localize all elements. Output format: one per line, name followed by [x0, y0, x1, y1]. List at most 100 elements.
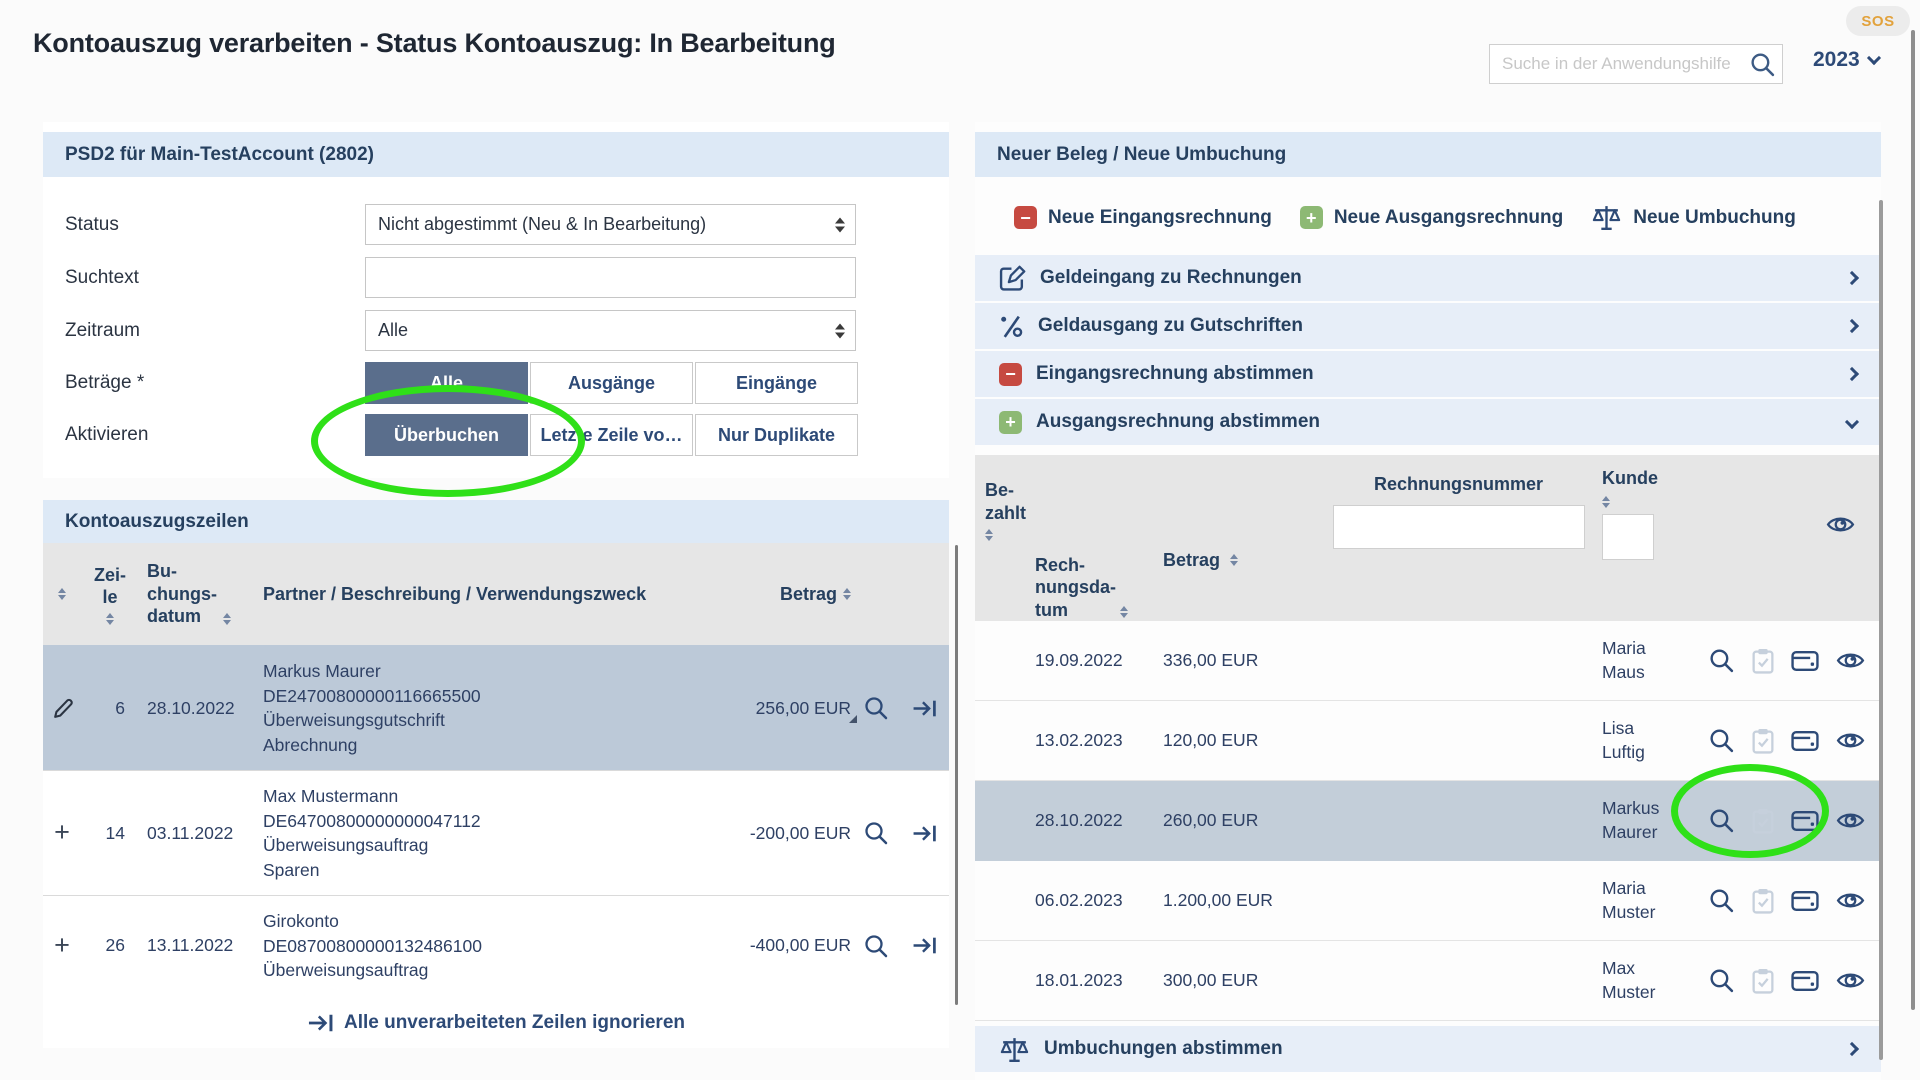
row-actions [1686, 807, 1881, 834]
row-action-slot[interactable]: + [43, 932, 81, 959]
customer-name: Maria Maus [1602, 637, 1646, 682]
eye-icon[interactable] [1836, 809, 1865, 832]
panel-scrollbar[interactable] [1879, 200, 1883, 1060]
scale-icon [999, 1036, 1030, 1063]
wallet-icon[interactable] [1791, 650, 1819, 672]
betraege-alle-button[interactable]: Alle [365, 362, 528, 404]
year-selector[interactable]: 2023 [1813, 48, 1881, 72]
new-incoming-invoice-button[interactable]: − Neue Eingangsrechnung [1014, 206, 1272, 229]
table-row[interactable]: + 26 13.11.2022 Girokonto DE087008000001… [43, 895, 949, 996]
accordion-eingangsrechnung[interactable]: − Eingangsrechnung abstimmen [975, 351, 1881, 397]
rechnungsnummer-filter-input[interactable] [1332, 504, 1585, 549]
goto-line-icon[interactable] [899, 698, 949, 719]
accordion-ausgangsrechnung[interactable]: + Ausgangsrechnung abstimmen [975, 399, 1881, 445]
invoice-date: 19.09.2022 [1035, 650, 1123, 670]
invoice-row[interactable]: 28.10.2022 260,00 EUR Markus Maurer [975, 781, 1881, 861]
clipboard-check-icon[interactable] [1752, 968, 1774, 994]
table-row[interactable]: + 6 28.10.2022 Markus Maurer DE247008000… [43, 645, 949, 770]
eye-icon[interactable] [1836, 889, 1865, 912]
column-zeile[interactable]: Zei- le [81, 564, 139, 625]
wallet-icon[interactable] [1791, 970, 1819, 992]
invoice-row[interactable]: 13.02.2023 120,00 EUR Lisa Luftig [975, 701, 1881, 781]
nur-duplikate-button[interactable]: Nur Duplikate [695, 414, 858, 456]
line-number: 26 [105, 935, 125, 956]
invoice-row[interactable]: 18.01.2023 300,00 EUR Max Muster [975, 941, 1881, 1021]
column-betrag[interactable]: Betrag [703, 583, 853, 606]
voucher-panel: Neuer Beleg / Neue Umbuchung − Neue Eing… [975, 122, 1881, 1080]
goto-line-icon[interactable] [899, 823, 949, 844]
column-partner: Partner / Beschreibung / Verwendungszwec… [263, 583, 647, 604]
wallet-icon[interactable] [1791, 730, 1819, 752]
plus-icon: + [54, 817, 70, 848]
search-icon[interactable] [1708, 727, 1735, 754]
invoice-row[interactable]: 06.02.2023 1.200,00 EUR Maria Muster [975, 861, 1881, 941]
customer-name: Markus Maurer [1602, 797, 1660, 842]
clipboard-check-icon[interactable] [1752, 808, 1774, 834]
search-icon[interactable] [1708, 807, 1735, 834]
eye-icon[interactable] [1836, 729, 1865, 752]
statement-rows: + 6 28.10.2022 Markus Maurer DE247008000… [43, 645, 949, 996]
aktivieren-button-group: Überbuchen Letzte Zeile vo… Nur Duplikat… [365, 414, 858, 456]
eye-icon[interactable] [1836, 969, 1865, 992]
ueberbuchen-button[interactable]: Überbuchen [365, 414, 528, 456]
chevron-right-icon [1844, 1041, 1860, 1057]
invoice-row[interactable]: 19.09.2022 336,00 EUR Maria Maus [975, 621, 1881, 701]
status-row: Status Nicht abgestimmt (Neu & In Bearbe… [65, 204, 927, 245]
chevron-right-icon [1844, 318, 1860, 334]
status-select[interactable]: Nicht abgestimmt (Neu & In Bearbeitung) [365, 204, 856, 245]
kunde-filter-input[interactable] [1602, 513, 1654, 560]
suchtext-input[interactable] [365, 257, 856, 298]
search-icon[interactable] [1749, 51, 1776, 78]
eye-icon[interactable] [1686, 455, 1881, 621]
clipboard-check-icon[interactable] [1752, 728, 1774, 754]
search-icon[interactable] [853, 933, 899, 959]
search-icon[interactable] [1708, 967, 1735, 994]
page-scrollbar[interactable] [1911, 30, 1915, 1010]
new-outgoing-invoice-button[interactable]: + Neue Ausgangsrechnung [1299, 206, 1563, 229]
new-rebooking-button[interactable]: Neue Umbuchung [1591, 204, 1796, 231]
goto-line-icon [307, 1012, 334, 1034]
betraege-ausgaenge-button[interactable]: Ausgänge [530, 362, 693, 404]
column-betrag[interactable]: Betrag [1151, 455, 1331, 621]
column-rechnungsdatum[interactable]: Rech- nungsda- tum [1021, 455, 1151, 621]
search-input[interactable] [1502, 54, 1749, 74]
row-action-slot[interactable]: + [43, 817, 81, 848]
help-search-box[interactable] [1489, 44, 1783, 84]
sos-badge[interactable]: SOS [1846, 6, 1910, 36]
customer-name: Maria Muster [1602, 877, 1656, 922]
column-bezahlt[interactable]: Be- zahlt [975, 455, 1026, 621]
clipboard-check-icon[interactable] [1752, 648, 1774, 674]
row-action-slot[interactable]: + [43, 697, 81, 720]
statement-table-scrollbar[interactable] [955, 545, 958, 1005]
table-row[interactable]: + 14 03.11.2022 Max Mustermann DE6470080… [43, 770, 949, 895]
search-icon[interactable] [1708, 647, 1735, 674]
invoice-date: 13.02.2023 [1035, 730, 1123, 750]
betraege-eingaenge-button[interactable]: Eingänge [695, 362, 858, 404]
select-spinner-icon [835, 217, 845, 232]
statement-section: Kontoauszugszeilen Zei- le Bu- chungs- d… [43, 500, 949, 1048]
sort-all-icon[interactable] [58, 588, 66, 600]
clipboard-check-icon[interactable] [1752, 888, 1774, 914]
goto-line-icon[interactable] [899, 935, 949, 956]
betraege-label: Beträge * [65, 372, 145, 393]
amount-cell: -400,00 EUR [749, 935, 851, 956]
wallet-icon[interactable] [1791, 810, 1819, 832]
partner-description: Girokonto DE08700800000132486100 Überwei… [263, 911, 482, 980]
letzte-zeile-button[interactable]: Letzte Zeile vo… [530, 414, 693, 456]
sort-icon [223, 612, 231, 625]
accordion-geldeingang[interactable]: Geldeingang zu Rechnungen [975, 255, 1881, 301]
search-icon[interactable] [853, 695, 899, 721]
column-buchungsdatum[interactable]: Bu- chungs- datum [139, 560, 251, 628]
wallet-icon[interactable] [1791, 890, 1819, 912]
voucher-actions: − Neue Eingangsrechnung + Neue Ausgangsr… [1014, 204, 1796, 231]
customer-name: Lisa Luftig [1602, 717, 1645, 762]
search-icon[interactable] [1708, 887, 1735, 914]
accordion-geldausgang[interactable]: Geldausgang zu Gutschriften [975, 303, 1881, 349]
voucher-panel-title: Neuer Beleg / Neue Umbuchung [975, 132, 1881, 177]
zeitraum-select[interactable]: Alle [365, 310, 856, 351]
accordion-umbuchungen[interactable]: Umbuchungen abstimmen [975, 1026, 1881, 1072]
search-icon[interactable] [853, 820, 899, 846]
eye-icon[interactable] [1836, 649, 1865, 672]
ignore-unprocessed-link[interactable]: Alle unverarbeiteten Zeilen ignorieren [43, 996, 949, 1048]
invoice-amount: 336,00 EUR [1163, 650, 1259, 670]
